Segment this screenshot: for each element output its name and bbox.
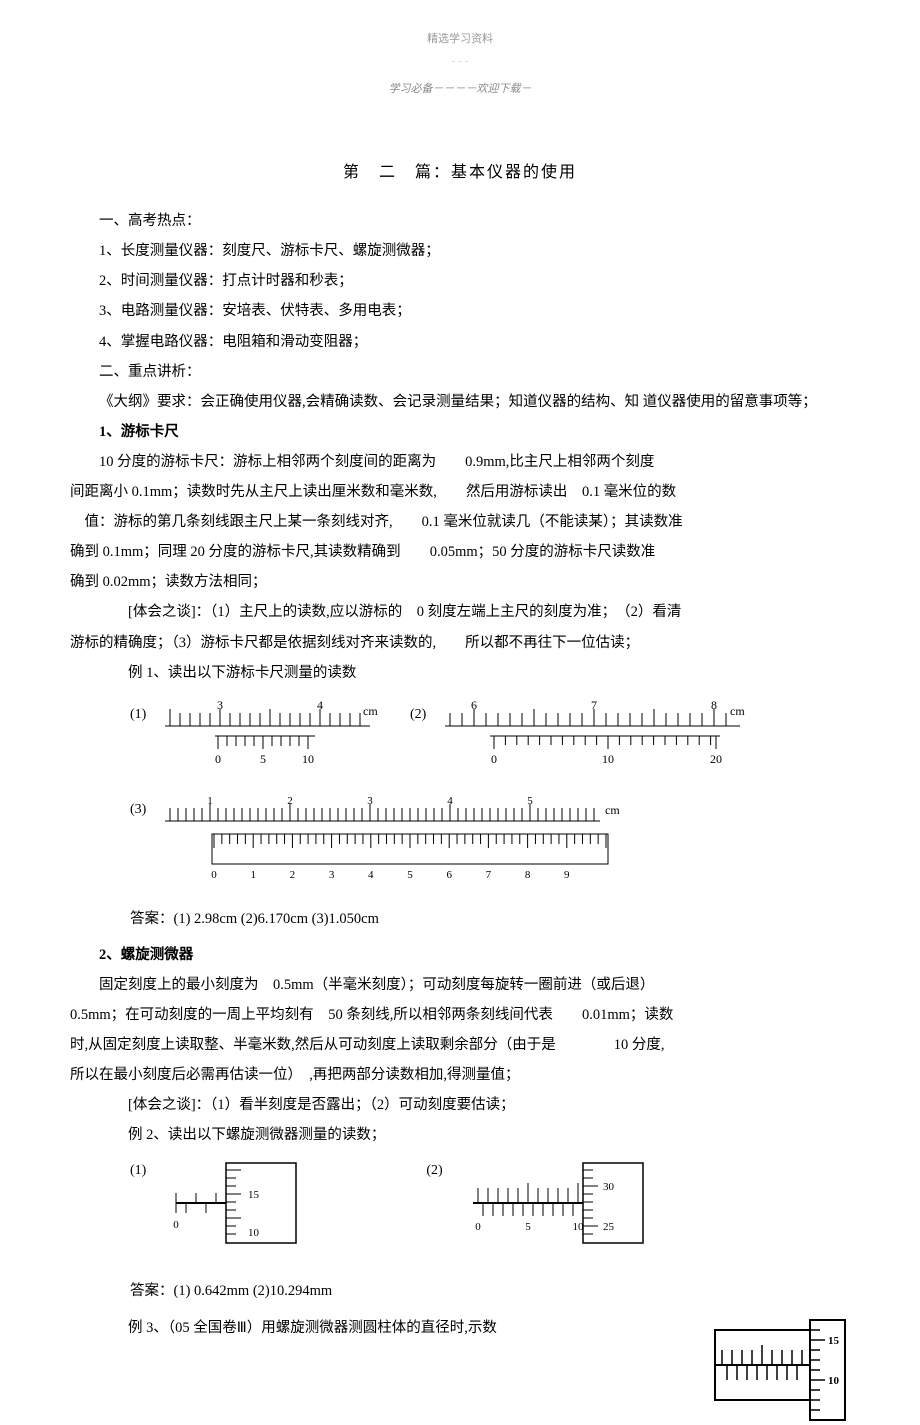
fig1-unit1: cm: [363, 704, 378, 718]
svg-text:4: 4: [368, 869, 374, 881]
svg-text:10: 10: [828, 1375, 840, 1387]
svg-text:4: 4: [447, 796, 453, 807]
svg-text:15: 15: [248, 1189, 260, 1201]
vernier-p1: 10 分度的游标卡尺：游标上相邻两个刻度间的距离为 0.9mm,比主尺上相邻两个…: [70, 449, 850, 475]
fig1-v2-10: 10: [602, 752, 614, 766]
fig2-label1: (1): [130, 1158, 146, 1248]
svg-text:30: 30: [603, 1181, 615, 1193]
svg-text:3: 3: [367, 796, 373, 807]
vernier-tip2: 游标的精确度；（3）游标卡尺都是依据刻线对齐来读数的, 所以都不再往下一位估读；: [70, 630, 850, 656]
fig1-label2: (2): [410, 707, 426, 722]
svg-text:1: 1: [250, 869, 256, 881]
figure1-row: (1) 3 4 cm 0 5 10: [70, 701, 850, 781]
svg-text:6: 6: [446, 869, 452, 881]
answer2: 答案：(1) 0.642mm (2)10.294mm: [70, 1278, 850, 1304]
svg-text:8: 8: [525, 869, 531, 881]
section2-intro: 《大纲》要求：会正确使用仪器,会精确读数、会记录测量结果；知道仪器的结构、知 道…: [70, 389, 850, 415]
section1-heading: 一、高考热点：: [70, 208, 850, 234]
svg-text:0: 0: [211, 869, 217, 881]
vernier-figure-1: 3 4 cm 0 5 10: [160, 701, 390, 781]
svg-text:5: 5: [407, 869, 413, 881]
section2-heading: 二、重点讲析：: [70, 359, 850, 385]
micrometer-heading: 2、螺旋测微器: [70, 942, 850, 968]
micrometer-tip: [体会之谈]：（1）看半刻度是否露出；（2）可动刻度要估读；: [70, 1092, 850, 1118]
fig1-main2-6: 6: [471, 701, 477, 712]
vernier-p3: 值：游标的第几条刻线跟主尺上某一条刻线对齐, 0.1 毫米位就读几（不能读某）；…: [70, 509, 850, 535]
fig1-main1-4: 4: [317, 701, 323, 712]
fig2-label2: (2): [426, 1158, 442, 1248]
section1-item2: 2、时间测量仪器：打点计时器和秒表；: [70, 268, 850, 294]
svg-text:0: 0: [174, 1219, 180, 1231]
vernier-figure-2: 6 7 8 cm 0 10 20: [440, 701, 750, 781]
vernier-p4: 确到 0.1mm；同理 20 分度的游标卡尺,其读数精确到 0.05mm；50 …: [70, 539, 850, 565]
fig1-v1-5: 5: [260, 752, 266, 766]
fig1-v2-0: 0: [491, 752, 497, 766]
fig1-v1-10: 10: [302, 752, 314, 766]
vernier-figure-3: 1 2 3 4 5 cm 0 1 2: [160, 796, 660, 891]
micrometer-figure-1: (1) 0 15 10: [130, 1158, 306, 1248]
svg-text:9: 9: [564, 869, 570, 881]
section1-item3: 3、电路测量仪器：安培表、伏特表、多用电表；: [70, 298, 850, 324]
svg-text:0: 0: [475, 1221, 481, 1233]
figure3-row: (3) 1 2 3 4 5 cm: [70, 796, 850, 891]
document-title: 第 二 篇：基本仪器的使用: [70, 159, 850, 188]
svg-text:2: 2: [290, 869, 296, 881]
svg-text:1: 1: [207, 796, 213, 807]
answer1: 答案：(1) 2.98cm (2)6.170cm (3)1.050cm: [70, 906, 850, 932]
fig1-v2-20: 20: [710, 752, 722, 766]
fig1-unit2: cm: [730, 704, 745, 718]
svg-text:3: 3: [329, 869, 335, 881]
svg-text:25: 25: [603, 1221, 615, 1233]
fig1-unit3: cm: [605, 803, 620, 817]
micrometer-example: 例 2、读出以下螺旋测微器测量的读数；: [70, 1122, 850, 1148]
vernier-example: 例 1、读出以下游标卡尺测量的读数: [70, 660, 850, 686]
example3-figure: 15 10: [710, 1315, 850, 1425]
page-header-sub: 学习必备－－－－欢迎下载－: [70, 80, 850, 100]
vernier-p2: 间距离小 0.1mm；读数时先从主尺上读出厘米数和毫米数, 然后用游标读出 0.…: [70, 479, 850, 505]
micrometer-figure-2: (2) 0 5 10 3: [426, 1158, 652, 1248]
svg-text:5: 5: [527, 796, 533, 807]
svg-text:2: 2: [287, 796, 293, 807]
section1-item1: 1、长度测量仪器：刻度尺、游标卡尺、螺旋测微器；: [70, 238, 850, 264]
svg-text:7: 7: [486, 869, 492, 881]
micrometer-p1: 固定刻度上的最小刻度为 0.5mm（半毫米刻度）；可动刻度每旋转一圈前进（或后退…: [70, 972, 850, 998]
micrometer-p3: 时,从固定刻度上读取整、半毫米数,然后从可动刻度上读取剩余部分（由于是 10 分…: [70, 1032, 850, 1058]
fig1-label1: (1): [130, 707, 146, 722]
page-header-dashes: - - -: [70, 52, 850, 72]
fig1-label3: (3): [130, 802, 146, 817]
vernier-heading: 1、游标卡尺: [70, 419, 850, 445]
svg-text:5: 5: [525, 1221, 531, 1233]
page-header-top: 精选学习资料: [70, 30, 850, 50]
svg-text:15: 15: [828, 1335, 840, 1347]
micrometer-p2: 0.5mm；在可动刻度的一周上平均刻有 50 条刻线,所以相邻两条刻线间代表 0…: [70, 1002, 850, 1028]
vernier-tip1: [体会之谈]：（1）主尺上的读数,应以游标的 0 刻度左端上主尺的刻度为准； （…: [70, 599, 850, 625]
fig1-main2-7: 7: [591, 701, 597, 712]
svg-text:10: 10: [248, 1227, 260, 1239]
section1-item4: 4、掌握电路仪器：电阻箱和滑动变阻器；: [70, 329, 850, 355]
micrometer-p4: 所以在最小刻度后必需再估读一位） ,再把两部分读数相加,得测量值；: [70, 1062, 850, 1088]
vernier-p5: 确到 0.02mm；读数方法相同；: [70, 569, 850, 595]
fig1-v1-0: 0: [215, 752, 221, 766]
fig1-main1-3: 3: [217, 701, 223, 712]
fig1-main2-8: 8: [711, 701, 717, 712]
